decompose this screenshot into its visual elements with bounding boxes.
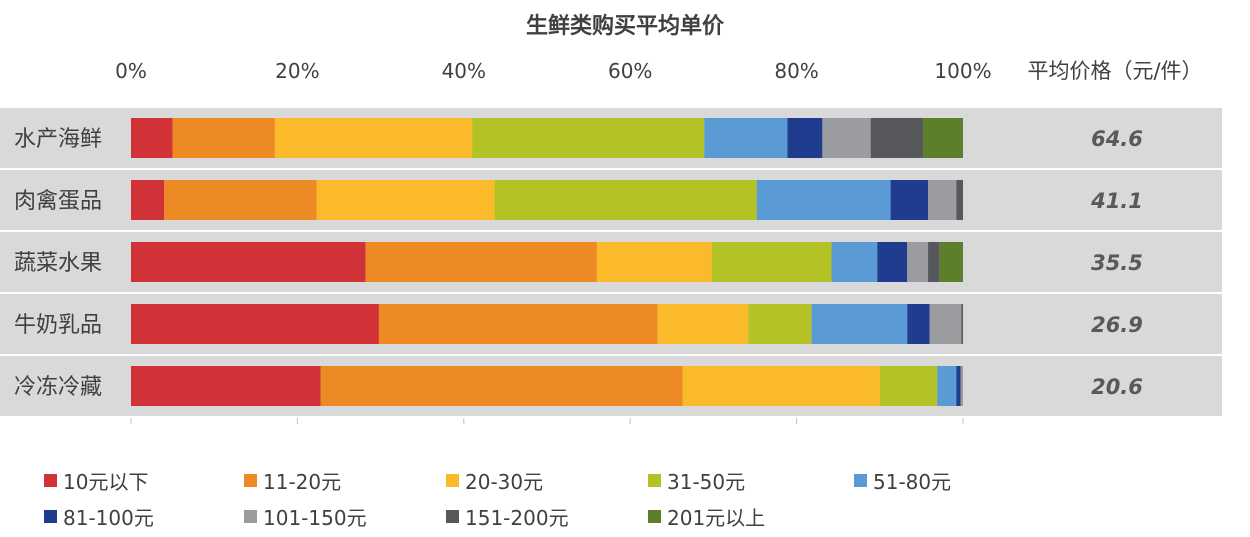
bar-segment — [131, 180, 165, 220]
bar-segment — [811, 304, 908, 344]
legend-label: 10元以下 — [63, 470, 149, 494]
bar-segment — [870, 118, 924, 158]
legend-swatch — [244, 474, 257, 487]
bar-segment — [131, 304, 379, 344]
category-label: 冷冻冷藏 — [14, 375, 102, 400]
bar-segment — [657, 304, 749, 344]
bar-segment — [787, 118, 823, 158]
bar-segment — [756, 180, 891, 220]
bar-segments — [131, 118, 963, 406]
bar-segment — [961, 304, 963, 344]
bar-segment — [928, 180, 957, 220]
bar-segment — [960, 366, 963, 406]
category-label: 牛奶乳品 — [14, 313, 102, 338]
legend-swatch — [648, 474, 661, 487]
x-tick-label: 80% — [774, 59, 818, 83]
bar-segment — [164, 180, 317, 220]
average-price-value: 26.9 — [1091, 313, 1143, 337]
bar-segment — [320, 366, 683, 406]
category-label: 水产海鲜 — [14, 127, 102, 152]
bar-segment — [879, 366, 938, 406]
bar-segment — [682, 366, 880, 406]
category-label: 蔬菜水果 — [14, 251, 102, 276]
legend-swatch — [446, 474, 459, 487]
bar-segment — [704, 118, 788, 158]
bar-segment — [365, 242, 597, 282]
average-price-labels: 64.6 41.1 35.5 26.9 20.6 — [1090, 127, 1143, 399]
legend-label: 101-150元 — [263, 506, 367, 530]
bar-segment — [907, 242, 929, 282]
legend-item: 101-150元 — [244, 502, 367, 531]
legend-item: 11-20元 — [244, 466, 341, 495]
bar-segment — [472, 118, 705, 158]
bar-segment — [928, 242, 940, 282]
x-tick-label: 60% — [608, 59, 652, 83]
average-price-value: 64.6 — [1091, 127, 1143, 151]
legend-label: 51-80元 — [873, 470, 952, 494]
bar-segment — [378, 304, 658, 344]
chart-title: 生鲜类购买平均单价 — [525, 14, 724, 39]
legend-item: 10元以下 — [44, 466, 148, 495]
legend-swatch — [44, 510, 57, 523]
legend-swatch — [44, 474, 57, 487]
bar-segment — [877, 242, 908, 282]
bar-segment — [937, 366, 957, 406]
average-price-value: 41.1 — [1090, 189, 1143, 213]
legend-label: 31-50元 — [667, 470, 746, 494]
legend-item: 31-50元 — [648, 466, 745, 495]
x-tick-label: 20% — [275, 59, 319, 83]
bar-segment — [907, 304, 930, 344]
legend-item: 151-200元 — [446, 502, 569, 531]
category-label: 肉禽蛋品 — [14, 189, 102, 214]
average-price-value: 20.6 — [1091, 375, 1143, 399]
legend-swatch — [244, 510, 257, 523]
legend-swatch — [854, 474, 867, 487]
legend-label: 11-20元 — [263, 470, 342, 494]
bar-segment — [923, 118, 963, 158]
bar-segment — [748, 304, 812, 344]
bar-segment — [316, 180, 495, 220]
x-axis-ticks: 0% 20% 40% 60% 80% 100% — [115, 59, 992, 424]
bar-segment — [831, 242, 878, 282]
bar-segment — [131, 242, 366, 282]
bar-segment — [929, 304, 962, 344]
legend-item: 20-30元 — [446, 466, 543, 495]
average-price-value: 35.5 — [1091, 251, 1143, 275]
bar-segment — [494, 180, 757, 220]
bar-segment — [274, 118, 473, 158]
x-tick-label: 100% — [934, 59, 991, 83]
x-tick-label: 0% — [115, 59, 147, 83]
legend-item: 201元以上 — [648, 502, 765, 531]
legend-swatch — [446, 510, 459, 523]
legend-swatch — [648, 510, 661, 523]
bar-segment — [822, 118, 871, 158]
legend-label: 201元以上 — [667, 506, 766, 530]
legend-item: 51-80元 — [854, 466, 951, 495]
average-price-header: 平均价格（元/件） — [1027, 59, 1202, 83]
bar-segment — [596, 242, 712, 282]
bar-segment — [131, 366, 321, 406]
bar-segment — [956, 366, 961, 406]
legend-label: 81-100元 — [63, 506, 154, 530]
bar-segment — [956, 180, 963, 220]
x-tick-label: 40% — [442, 59, 486, 83]
bar-segment — [131, 118, 173, 158]
bar-segment — [711, 242, 832, 282]
bar-segment — [172, 118, 275, 158]
legend-item: 81-100元 — [44, 502, 154, 531]
legend-label: 20-30元 — [465, 470, 544, 494]
bar-segment — [890, 180, 929, 220]
bar-segment — [939, 242, 963, 282]
legend-label: 151-200元 — [465, 506, 569, 530]
